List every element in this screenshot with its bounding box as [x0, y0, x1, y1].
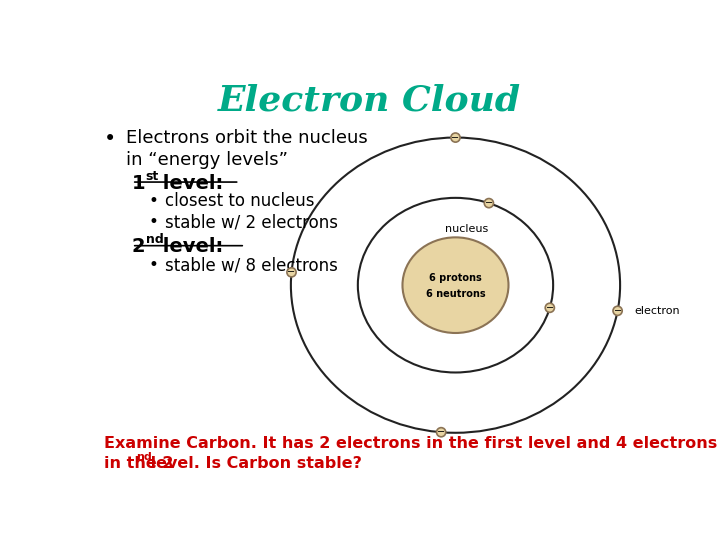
Text: level. Is Carbon stable?: level. Is Carbon stable?: [145, 456, 361, 471]
Text: 1: 1: [132, 174, 145, 193]
Text: stable w/ 8 electrons: stable w/ 8 electrons: [166, 256, 338, 274]
Text: −: −: [485, 198, 493, 208]
Text: −: −: [613, 306, 621, 316]
Text: level:: level:: [156, 238, 223, 256]
Text: •: •: [104, 129, 116, 149]
Ellipse shape: [402, 238, 508, 333]
Text: stable w/ 2 electrons: stable w/ 2 electrons: [166, 213, 338, 231]
Text: 6 protons: 6 protons: [429, 273, 482, 282]
Text: st: st: [145, 170, 159, 183]
Text: −: −: [437, 427, 445, 437]
Ellipse shape: [485, 199, 493, 208]
Text: •: •: [148, 256, 158, 274]
Text: Examine Carbon. It has 2 electrons in the first level and 4 electrons: Examine Carbon. It has 2 electrons in th…: [104, 436, 717, 451]
Text: closest to nucleus: closest to nucleus: [166, 192, 315, 210]
Text: −: −: [287, 267, 296, 278]
Text: nucleus: nucleus: [445, 224, 488, 234]
Text: •: •: [148, 213, 158, 231]
Text: nd: nd: [145, 233, 163, 246]
Ellipse shape: [613, 306, 622, 315]
Text: Electron Cloud: Electron Cloud: [217, 84, 521, 118]
Text: in the 2: in the 2: [104, 456, 174, 471]
Text: 6 neutrons: 6 neutrons: [426, 289, 485, 299]
Text: level:: level:: [156, 174, 223, 193]
Text: •: •: [148, 192, 158, 210]
Text: −: −: [546, 303, 554, 313]
Text: in “energy levels”: in “energy levels”: [126, 151, 288, 169]
Ellipse shape: [287, 268, 296, 277]
Text: 2: 2: [132, 238, 145, 256]
Ellipse shape: [545, 303, 554, 312]
Text: Electrons orbit the nucleus: Electrons orbit the nucleus: [126, 129, 368, 147]
Text: nd: nd: [136, 453, 151, 462]
Text: −: −: [451, 132, 459, 143]
Ellipse shape: [451, 133, 460, 142]
Ellipse shape: [436, 428, 446, 437]
Text: electron: electron: [634, 306, 680, 316]
